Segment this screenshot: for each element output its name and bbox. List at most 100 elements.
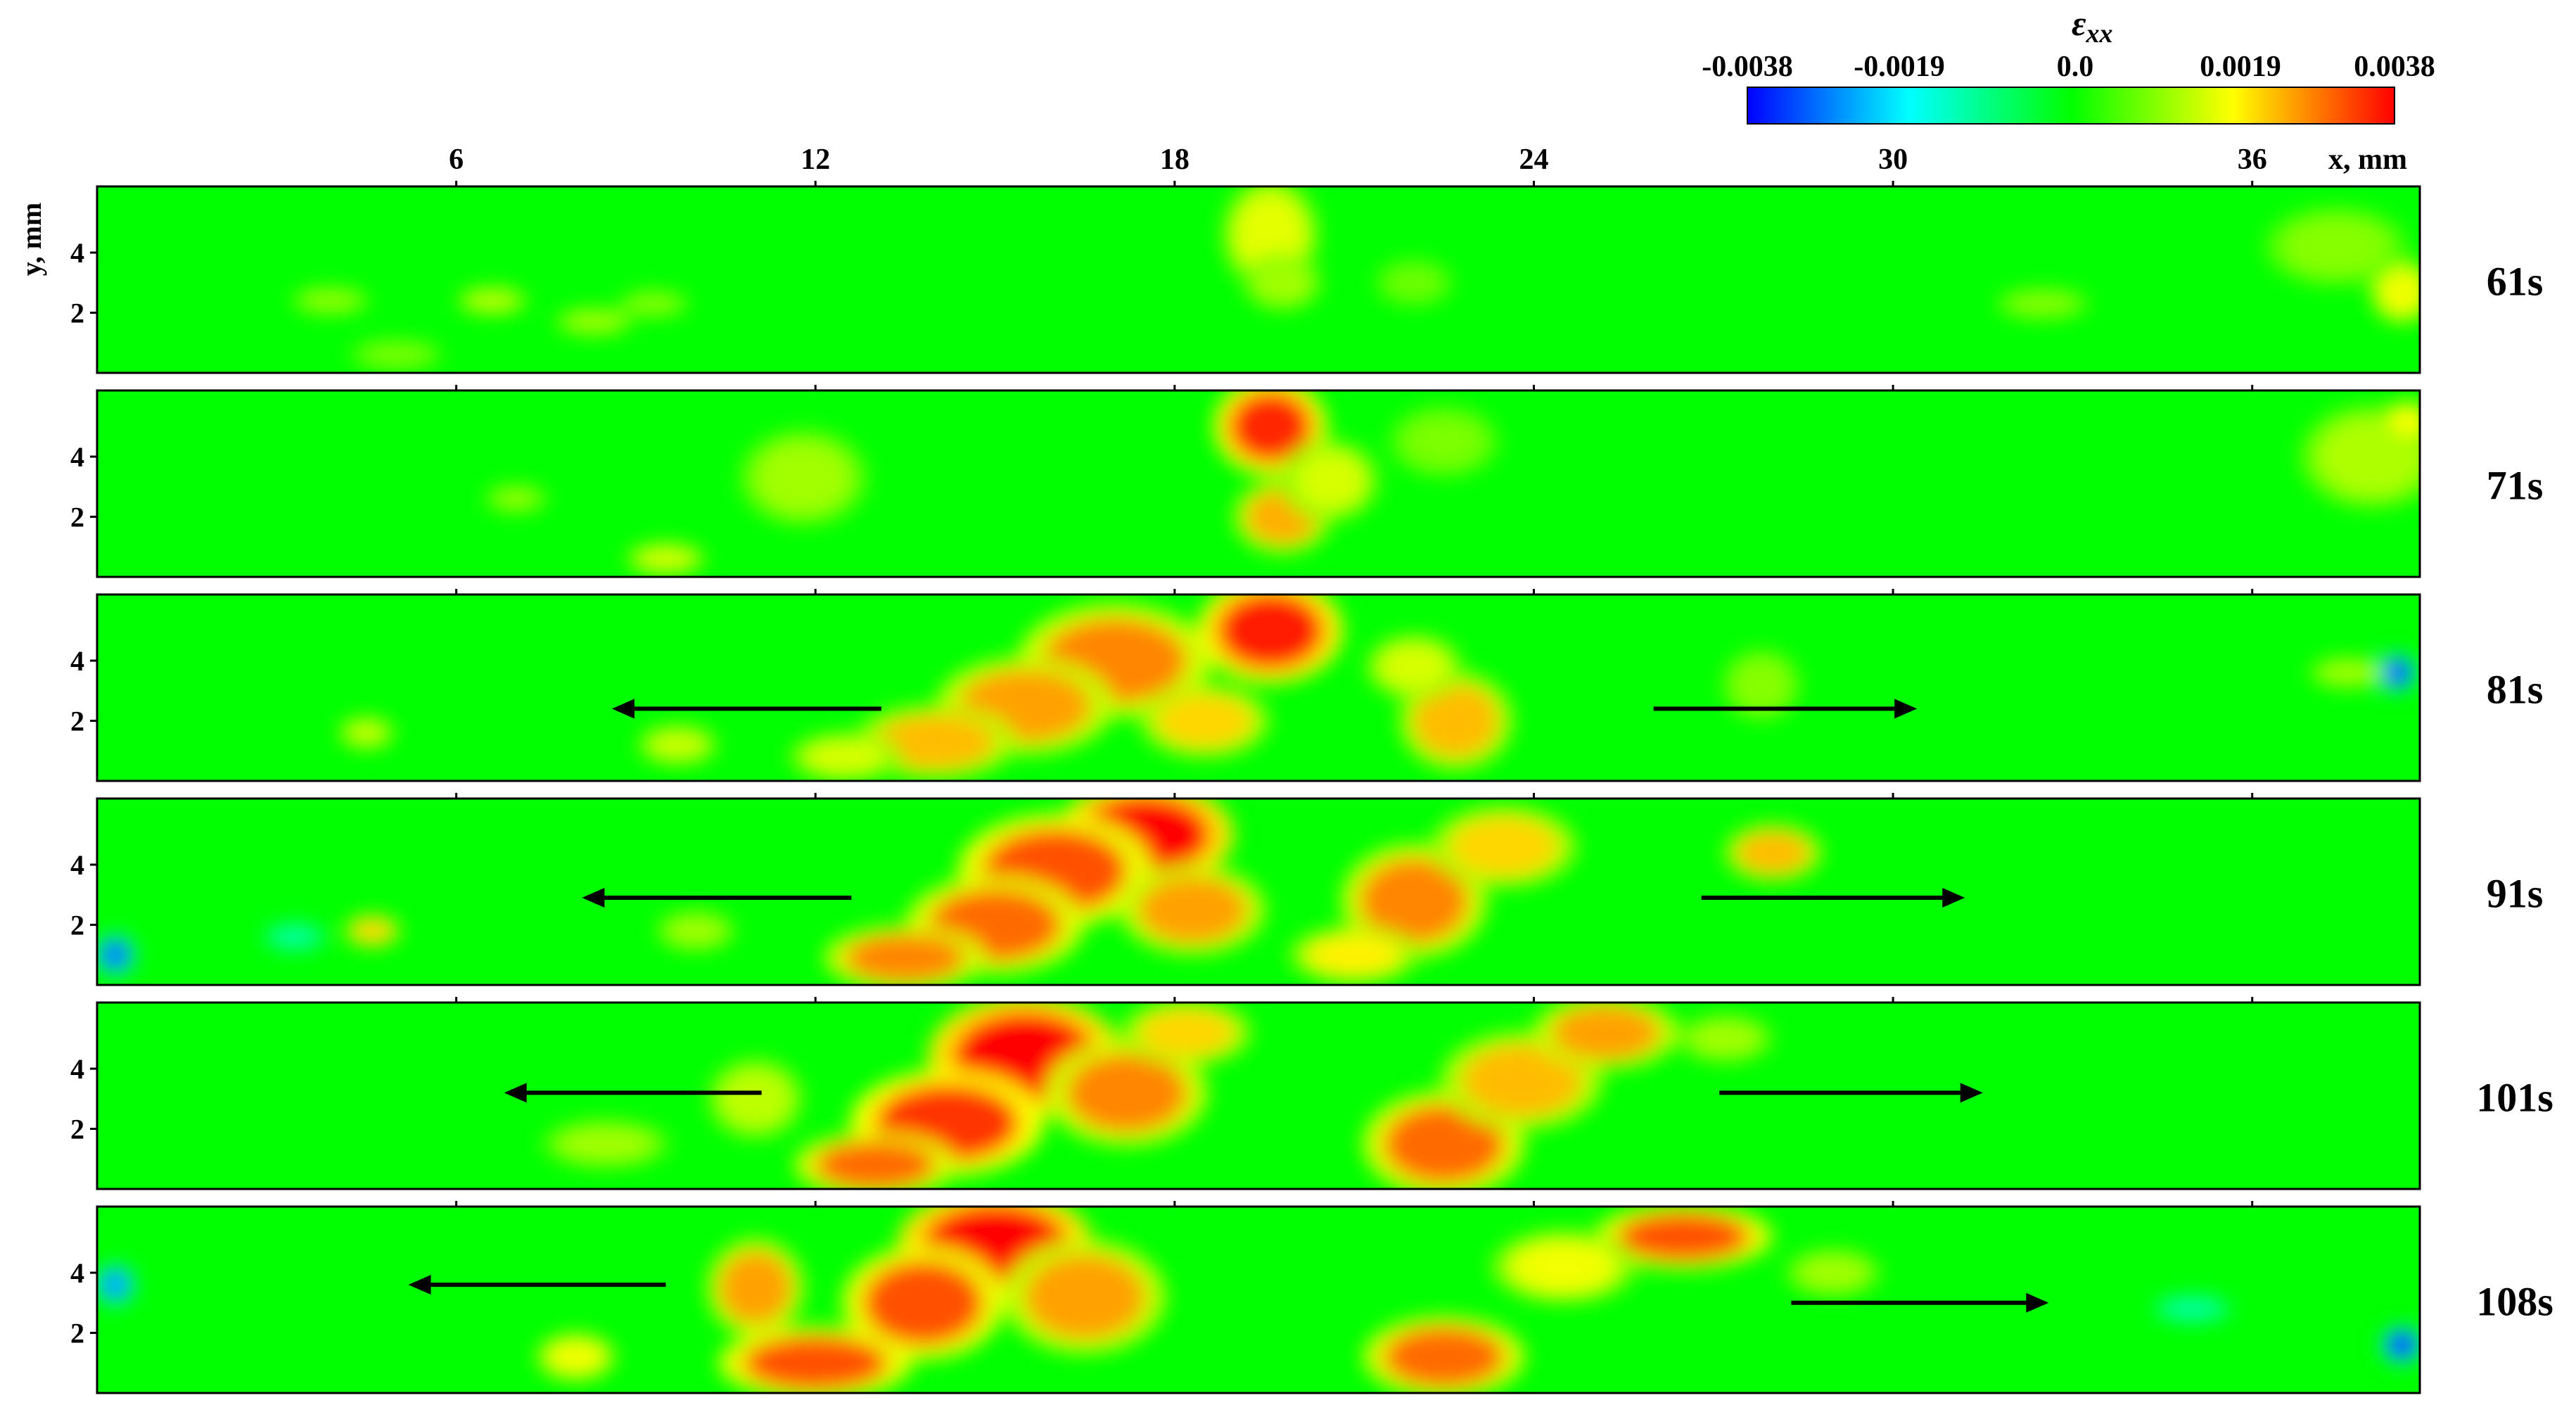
y-tick-label: 4 [70, 441, 84, 473]
x-axis: 6 12 18 24 30 36 x, mm [449, 144, 2407, 176]
hotspot [1384, 1105, 1504, 1183]
hotspot [1384, 1326, 1504, 1387]
hotspot [465, 290, 519, 312]
hotspot [1378, 642, 1450, 691]
hotspot [647, 730, 708, 761]
hotspot [815, 1140, 936, 1189]
heatmap-panels: 2 4 61s 2 4 71s 2 4 81s 2 4 91s 2 4 101s 2 4 108s [70, 181, 2553, 1394]
hotspot [1156, 694, 1253, 748]
hotspot [1138, 1008, 1235, 1057]
x-tick-label: 18 [1160, 144, 1190, 176]
hotspot [546, 1339, 606, 1375]
panel-frame [96, 1001, 2421, 1190]
strain-field [97, 799, 2420, 985]
colorbar-tick-label: 0.0 [2057, 51, 2094, 83]
hotspot [1617, 1212, 1749, 1261]
panel-frame [96, 185, 2421, 374]
hotspot [1216, 594, 1325, 670]
strain-hotspots [290, 186, 2420, 371]
hotspot [1228, 390, 1313, 463]
x-tick-label: 12 [801, 144, 830, 176]
strain-hotspots [338, 594, 2416, 781]
hotspot [1689, 1020, 1761, 1057]
strain-hotspots [541, 1003, 1774, 1189]
heatmap-panel: 2 4 91s [70, 793, 2544, 986]
y-tick-label: 2 [70, 706, 84, 737]
y-tick-label: 2 [70, 502, 84, 533]
arrow-head [2026, 1292, 2049, 1313]
hotspot [1552, 1005, 1660, 1060]
hotspot [100, 1269, 130, 1300]
arrow-head [1960, 1083, 1983, 1103]
heatmap-panel: 2 4 81s [70, 589, 2544, 782]
hotspot [1797, 1254, 1870, 1291]
hotspot [1306, 934, 1403, 977]
y-tick-label: 4 [70, 645, 84, 677]
panel-frame [96, 797, 2421, 986]
panel-time-label: 61s [2487, 259, 2544, 305]
strain-hotspots [97, 799, 1822, 985]
strain-field [97, 1207, 2420, 1393]
hotspot [2162, 1298, 2223, 1320]
strain-hotspots [97, 1207, 2420, 1393]
x-tick-label: 36 [2238, 144, 2267, 176]
arrow-head [582, 888, 605, 908]
y-tick-label: 2 [70, 910, 84, 941]
colorbar: εxx -0.0038 -0.0019 0.0 0.0019 0.0038 [1702, 4, 2435, 125]
panel-time-label: 91s [2487, 871, 2544, 917]
hotspot [360, 343, 433, 367]
heatmap-panel: 2 4 108s [70, 1201, 2553, 1394]
colorbar-tick-labels: -0.0038 -0.0019 0.0 0.0019 0.0038 [1702, 51, 2435, 83]
hotspot [875, 714, 995, 769]
heatmap-panel: 2 4 61s [70, 181, 2544, 374]
colorbar-label: εxx [2072, 4, 2113, 49]
y-tick-label: 2 [70, 1318, 84, 1349]
hotspot [2318, 661, 2378, 685]
x-tick-label: 30 [1878, 144, 1908, 176]
hotspot [1138, 877, 1246, 943]
colorbar-tick-label: 0.0019 [2200, 51, 2281, 83]
strain-hotspots [483, 390, 2420, 575]
hotspot [803, 739, 888, 775]
y-tick-label: 4 [70, 1053, 84, 1085]
x-tick-label: 6 [449, 144, 464, 176]
panel-time-label: 101s [2476, 1075, 2553, 1121]
hotspot [755, 441, 852, 514]
hotspot [2282, 216, 2390, 277]
panel-time-label: 81s [2487, 667, 2544, 713]
x-tick-label: 24 [1519, 144, 1548, 176]
y-tick-label: 4 [70, 1257, 84, 1289]
arrow-head [504, 1083, 527, 1103]
hotspot [2380, 659, 2411, 687]
hotspot [1025, 1254, 1145, 1340]
hotspot [1731, 657, 1792, 712]
hotspot [2006, 291, 2079, 316]
colorbar-scale [1747, 87, 2395, 125]
panel-time-label: 71s [2487, 463, 2544, 509]
hotspot [351, 918, 394, 943]
strain-field [97, 186, 2420, 373]
hotspot [720, 1252, 792, 1324]
colorbar-label-symbol: ε [2072, 4, 2086, 43]
hotspot [563, 311, 624, 333]
hotspot [2387, 1331, 2417, 1359]
hotspot [1450, 816, 1558, 877]
panel-frame [96, 389, 2421, 578]
colorbar-tick-label: -0.0038 [1702, 51, 1793, 83]
field-background [97, 1207, 2420, 1393]
hotspot [2390, 405, 2420, 436]
hotspot [1737, 832, 1809, 874]
hotspot [845, 934, 965, 982]
arrow-head [1894, 699, 1918, 719]
x-tick-labels: 6 12 18 24 30 36 [449, 144, 2267, 176]
y-axis-label: y, mm [15, 203, 47, 276]
y-tick-label: 2 [70, 1114, 84, 1145]
colorbar-label-subscript: xx [2086, 19, 2113, 49]
strain-field [97, 1003, 2420, 1189]
heatmap-panel: 2 4 101s [70, 997, 2553, 1190]
hotspot [863, 1260, 983, 1345]
hotspot [100, 939, 130, 970]
hotspot [492, 488, 540, 509]
strain-field [97, 390, 2420, 577]
